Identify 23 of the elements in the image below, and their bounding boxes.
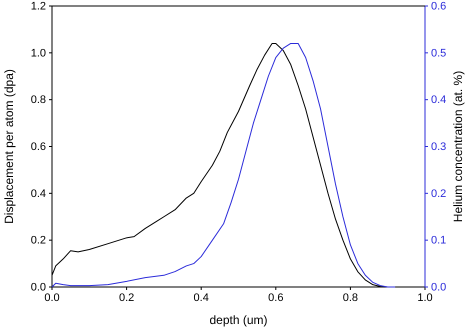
x-axis-title: depth (um)	[209, 313, 268, 327]
y2-tick-label: 0.1	[431, 234, 446, 247]
x-tick-label: 0.6	[268, 292, 284, 304]
y2-axis-title: Helium concentration (at. %)	[451, 70, 465, 222]
y2-tick-label: 0.2	[431, 188, 446, 200]
y-tick-label: 0.0	[30, 282, 46, 294]
x-tick-label: 0.8	[342, 292, 358, 304]
y-tick-label: 1.2	[30, 0, 46, 13]
x-tick-label: 0.0	[44, 292, 60, 304]
y-tick-label: 0.6	[30, 141, 46, 154]
y-axis-title: Displacement per atom (dpa)	[2, 69, 16, 224]
x-tick-label: 0.2	[118, 292, 134, 304]
y-tick-label: 0.8	[30, 94, 46, 106]
y2-tick-label: 0.4	[431, 94, 446, 106]
y-tick-label: 0.2	[30, 234, 46, 247]
y2-tick-label: 0.6	[431, 0, 446, 13]
y-tick-label: 1.0	[30, 47, 46, 60]
y2-tick-label: 0.0	[431, 282, 446, 294]
y2-tick-label: 0.3	[431, 141, 446, 154]
x-tick-label: 1.0	[417, 292, 433, 304]
y2-tick-label: 0.5	[431, 47, 446, 60]
y-tick-label: 0.4	[30, 188, 46, 200]
x-tick-label: 0.4	[194, 292, 209, 304]
